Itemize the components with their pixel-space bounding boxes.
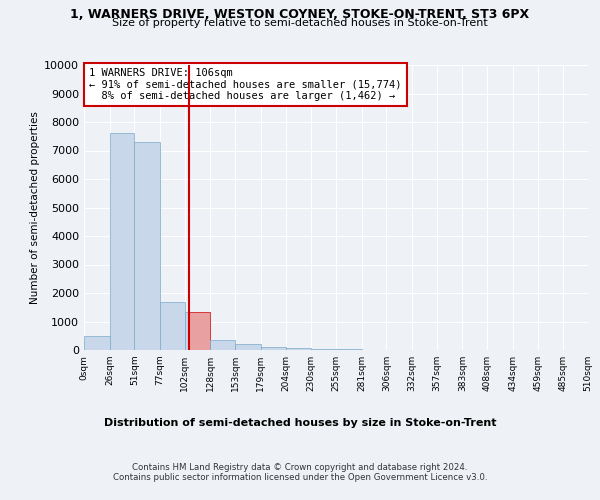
- Text: Size of property relative to semi-detached houses in Stoke-on-Trent: Size of property relative to semi-detach…: [112, 18, 488, 28]
- Y-axis label: Number of semi-detached properties: Number of semi-detached properties: [30, 111, 40, 304]
- Bar: [211, 340, 235, 350]
- Text: 1, WARNERS DRIVE, WESTON COYNEY, STOKE-ON-TRENT, ST3 6PX: 1, WARNERS DRIVE, WESTON COYNEY, STOKE-O…: [70, 8, 530, 20]
- Bar: [110, 134, 134, 350]
- Bar: [235, 344, 261, 350]
- Bar: [261, 346, 286, 350]
- Bar: [134, 142, 160, 350]
- Bar: [311, 349, 336, 350]
- Text: 1 WARNERS DRIVE: 106sqm
← 91% of semi-detached houses are smaller (15,774)
  8% : 1 WARNERS DRIVE: 106sqm ← 91% of semi-de…: [89, 68, 401, 101]
- Bar: [185, 312, 189, 350]
- Bar: [189, 312, 211, 350]
- Text: Distribution of semi-detached houses by size in Stoke-on-Trent: Distribution of semi-detached houses by …: [104, 418, 496, 428]
- Bar: [286, 348, 311, 350]
- Bar: [84, 336, 110, 350]
- Text: Contains HM Land Registry data © Crown copyright and database right 2024.
Contai: Contains HM Land Registry data © Crown c…: [113, 462, 487, 482]
- Bar: [160, 302, 185, 350]
